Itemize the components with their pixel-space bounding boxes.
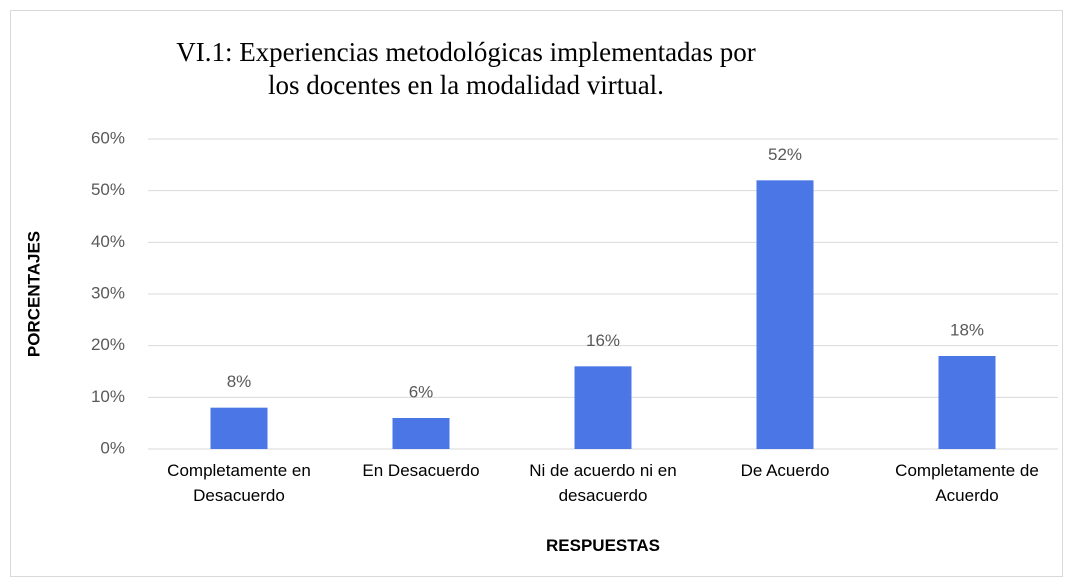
- y-tick-label: 0%: [100, 438, 125, 457]
- y-tick-label: 20%: [91, 335, 125, 354]
- y-tick-label: 50%: [91, 180, 125, 199]
- y-tick-label: 30%: [91, 283, 125, 302]
- bar: [392, 418, 450, 449]
- y-tick-label: 60%: [91, 128, 125, 147]
- x-tick-label: Completamente en Desacuerdo: [167, 461, 311, 505]
- x-tick-label: Ni de acuerdo ni en desacuerdo: [529, 461, 677, 505]
- x-tick-label: De Acuerdo: [740, 461, 830, 480]
- y-axis-label: PORCENTAJES: [24, 231, 43, 357]
- bar: [938, 356, 996, 449]
- bar: [210, 407, 268, 449]
- bar: [574, 366, 632, 449]
- x-tick-label: Completamente de Acuerdo: [895, 461, 1039, 505]
- data-label: 6%: [409, 382, 434, 401]
- x-tick-label: En Desacuerdo: [362, 461, 480, 480]
- bar: [756, 180, 814, 450]
- data-label: 52%: [768, 145, 802, 164]
- y-tick-label: 40%: [91, 232, 125, 251]
- data-label: 16%: [586, 331, 620, 350]
- data-label: 8%: [227, 372, 252, 391]
- chart-title: VI.1: Experiencias metodológicas impleme…: [176, 37, 756, 100]
- data-label: 18%: [950, 320, 984, 339]
- x-axis-label: RESPUESTAS: [546, 536, 660, 555]
- y-tick-label: 10%: [91, 387, 125, 406]
